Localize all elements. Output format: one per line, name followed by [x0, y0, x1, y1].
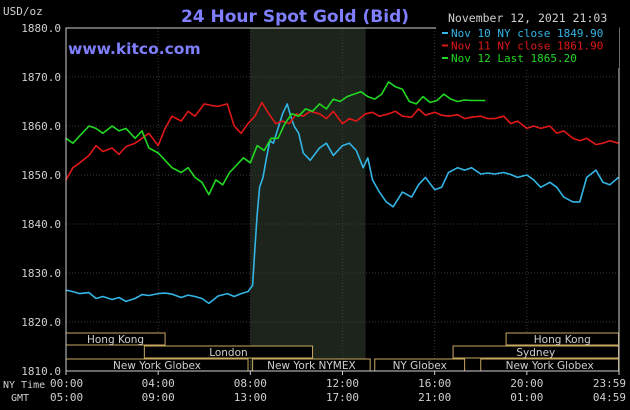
x-tick-label-ny: 16:00 [418, 377, 451, 390]
price-series [65, 81, 620, 305]
x-tick-label-ny: 04:00 [142, 377, 175, 390]
gmt-label: GMT [11, 393, 29, 404]
y-tick-label: 1810.0 [21, 365, 61, 378]
x-tick-label-gmt: 01:00 [510, 391, 543, 404]
x-tick-label-gmt: 05:00 [50, 391, 83, 404]
session-label: New York NYMEX [267, 360, 356, 372]
session-label: London [209, 347, 248, 359]
session-label: Hong Kong [534, 334, 591, 346]
session-label: New York Globex [113, 360, 201, 372]
y-tick-label: 1870.0 [21, 71, 61, 84]
ny-time-label: NY Time [3, 380, 45, 391]
y-tick-label: 1840.0 [21, 218, 61, 231]
session-label: Sydney [516, 347, 555, 359]
session-label: NY Globex [393, 360, 447, 372]
y-axis: 1880.0 1870.0 1860.0 1850.0 1840.0 1830.0 1820… [21, 22, 61, 378]
x-tick-label-gmt: 09:00 [142, 391, 175, 404]
x-tick-label-gmt: 17:00 [326, 391, 359, 404]
legend-background [436, 27, 619, 68]
x-tick-label-gmt: 21:00 [418, 391, 451, 404]
y-axis-label: USD/oz [3, 5, 43, 18]
watermark-text: www.kitco.com [68, 40, 201, 58]
x-tick-label-ny: 20:00 [510, 377, 543, 390]
date-label: November 12, 2021 21:03 [448, 11, 607, 25]
x-tick-label-ny: 00:00 [50, 377, 83, 390]
y-tick-label: 1880.0 [21, 22, 61, 35]
x-tick-label-gmt: 04:59 [593, 391, 626, 404]
legend-entry: Nov 12 Last 1865.20 [451, 52, 577, 65]
session-box [143, 345, 314, 359]
x-tick-label-ny: 12:00 [326, 377, 359, 390]
x-tick-label-ny: 08:00 [234, 377, 267, 390]
x-tick-label-gmt: 13:00 [234, 391, 267, 404]
legend-entry: Nov 11 NY close 1861.90 [451, 40, 603, 53]
ny-session-highlight [250, 28, 366, 371]
y-tick-label: 1860.0 [21, 120, 61, 133]
session-label: New York Globex [506, 360, 594, 372]
y-tick-label: 1830.0 [21, 267, 61, 280]
chart-title: 24 Hour Spot Gold (Bid) [181, 7, 409, 27]
y-tick-label: 1850.0 [21, 169, 61, 182]
legend-entry: Nov 10 NY close 1849.90 [451, 27, 603, 40]
x-tick-label-ny: 23:59 [593, 377, 626, 390]
series-line-2 [65, 101, 619, 181]
series-line-1 [65, 103, 620, 305]
y-tick-label: 1820.0 [21, 316, 61, 329]
series-line-3 [65, 81, 486, 196]
session-label: Hong Kong [87, 334, 144, 346]
